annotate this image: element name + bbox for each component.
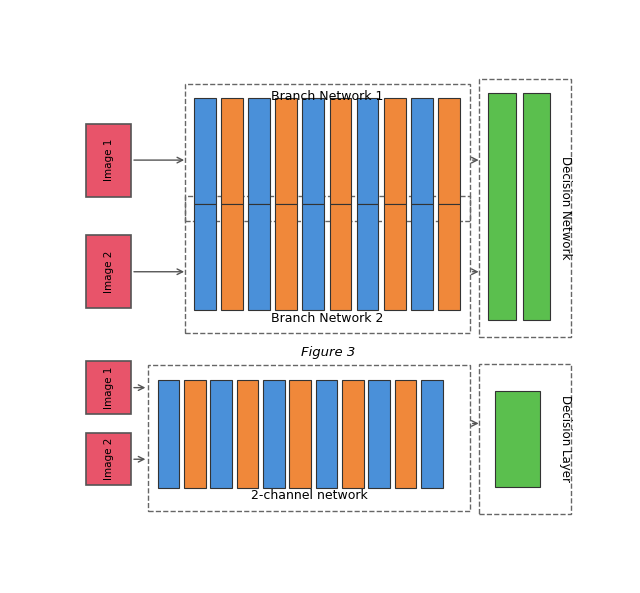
Bar	[248, 98, 270, 205]
Bar	[263, 380, 285, 487]
Text: Image 1: Image 1	[104, 366, 114, 409]
Text: Image 1: Image 1	[104, 139, 114, 181]
Bar	[148, 365, 470, 511]
Text: Image 2: Image 2	[104, 438, 114, 480]
Bar	[330, 98, 351, 205]
Bar	[237, 380, 259, 487]
Bar	[221, 98, 243, 205]
Bar	[275, 98, 297, 205]
Text: Decision Network: Decision Network	[559, 156, 572, 260]
Bar	[384, 98, 406, 205]
Bar	[184, 380, 205, 487]
Bar	[194, 98, 216, 205]
Bar	[524, 93, 550, 320]
Bar	[86, 362, 131, 414]
Bar	[330, 203, 351, 310]
Bar	[356, 98, 378, 205]
Bar	[86, 123, 131, 197]
Bar	[303, 98, 324, 205]
Bar	[395, 380, 417, 487]
Bar	[275, 203, 297, 310]
Bar	[438, 98, 460, 205]
Bar	[479, 364, 571, 514]
Bar	[384, 203, 406, 310]
Bar	[411, 98, 433, 205]
Bar	[289, 380, 311, 487]
Text: Branch Network 2: Branch Network 2	[271, 313, 383, 325]
Text: Figure 3: Figure 3	[301, 346, 355, 359]
Text: Branch Network 1: Branch Network 1	[271, 90, 383, 103]
Bar	[184, 84, 470, 221]
Bar	[221, 203, 243, 310]
Bar	[438, 203, 460, 310]
Bar	[86, 235, 131, 308]
Bar	[421, 380, 443, 487]
Bar	[356, 203, 378, 310]
Bar	[368, 380, 390, 487]
Bar	[184, 196, 470, 333]
Bar	[210, 380, 232, 487]
Bar	[303, 203, 324, 310]
Text: Image 2: Image 2	[104, 251, 114, 293]
Bar	[157, 380, 179, 487]
Bar	[411, 203, 433, 310]
Bar	[479, 79, 571, 337]
Bar	[316, 380, 337, 487]
Bar	[86, 433, 131, 486]
Bar	[248, 203, 270, 310]
Bar	[342, 380, 364, 487]
Bar	[495, 391, 540, 487]
Bar	[488, 93, 516, 320]
Text: 2-channel network: 2-channel network	[251, 489, 367, 502]
Text: Decision Layer: Decision Layer	[559, 396, 572, 482]
Bar	[194, 203, 216, 310]
